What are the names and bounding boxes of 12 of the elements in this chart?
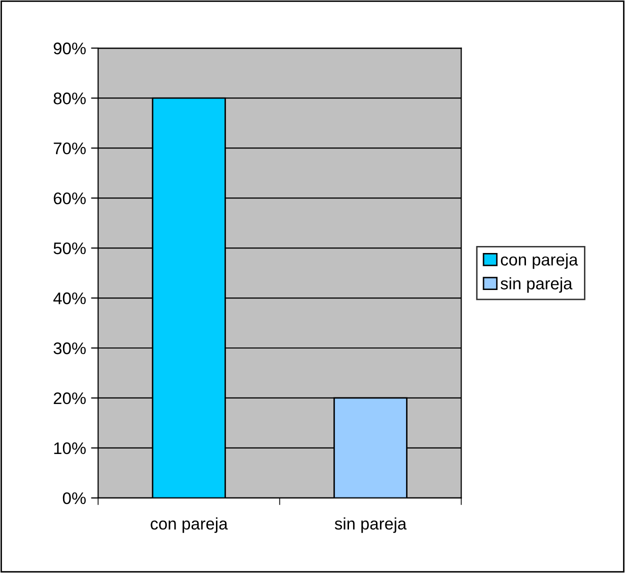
y-tick-label: 0% bbox=[62, 492, 86, 504]
y-tick-label: 10% bbox=[54, 442, 86, 454]
y-tick-label: 60% bbox=[54, 192, 86, 204]
y-tick-label: 40% bbox=[53, 292, 86, 304]
y-tick-label: 80% bbox=[54, 92, 86, 104]
legend-label: sin pareja bbox=[500, 277, 572, 293]
legend-label: con pareja bbox=[500, 253, 578, 269]
y-tick-label: 90% bbox=[54, 42, 86, 54]
y-tick-label: 70% bbox=[54, 142, 86, 154]
y-tick-label: 50% bbox=[54, 242, 86, 254]
y-tick-label: 30% bbox=[54, 342, 86, 354]
y-tick-label: 20% bbox=[54, 392, 86, 404]
